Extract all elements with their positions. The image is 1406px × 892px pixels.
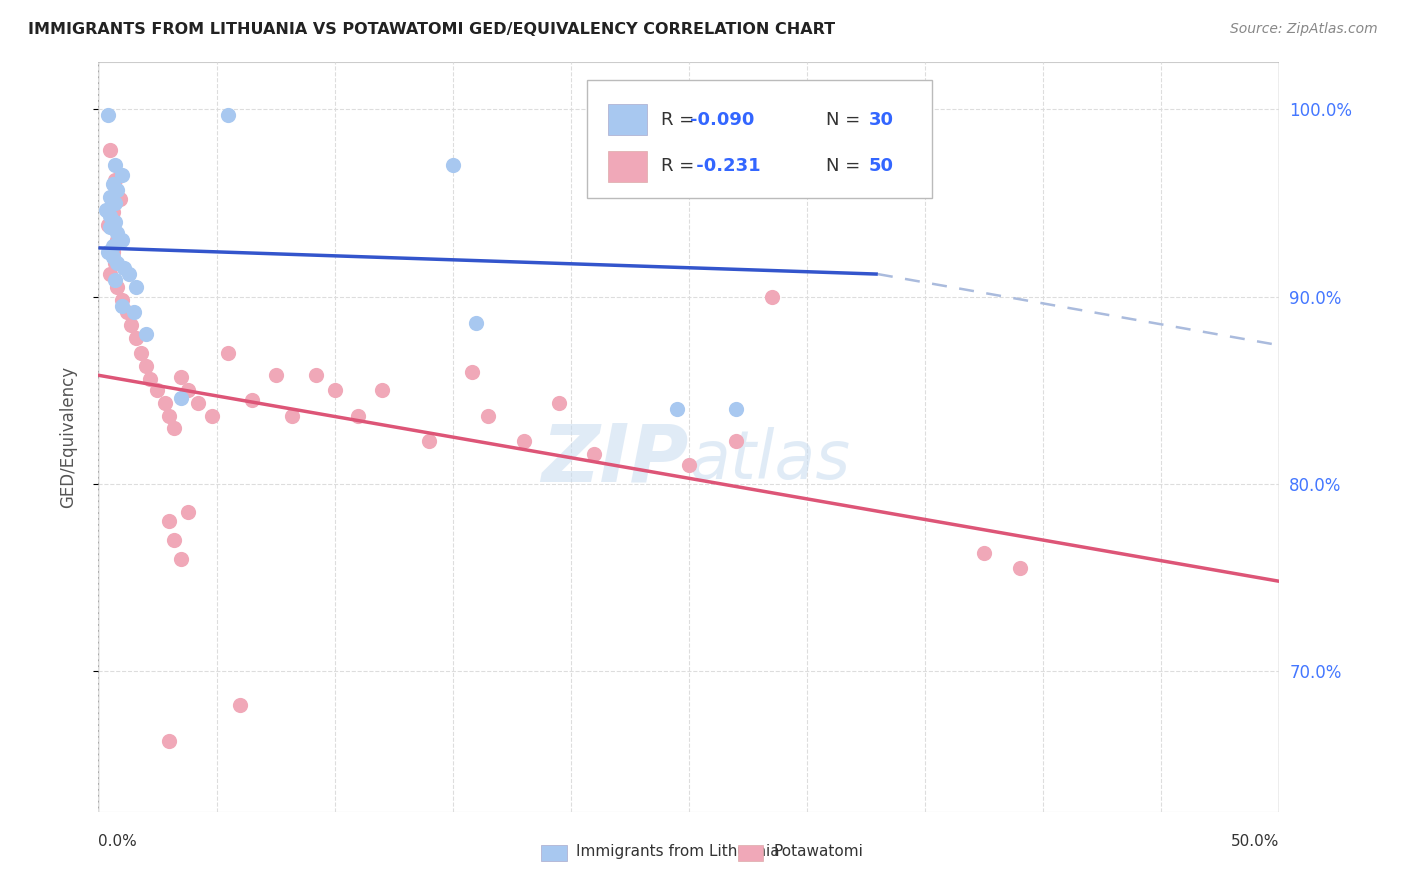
- Point: [418, 434, 440, 448]
- Point: [135, 326, 157, 341]
- Text: ZIP: ZIP: [541, 420, 689, 499]
- Point: [98, 220, 121, 235]
- Point: [111, 168, 134, 182]
- Point: [157, 514, 180, 528]
- Point: [101, 177, 124, 191]
- Text: Immigrants from Lithuania: Immigrants from Lithuania: [576, 845, 780, 859]
- Point: [512, 434, 534, 448]
- Point: [112, 261, 135, 276]
- Point: [170, 551, 193, 566]
- Point: [125, 331, 148, 345]
- Point: [973, 546, 995, 560]
- Point: [678, 458, 700, 472]
- Point: [323, 383, 346, 397]
- Point: [108, 192, 131, 206]
- Point: [725, 401, 748, 416]
- Point: [97, 244, 120, 259]
- Text: Potawatomi: Potawatomi: [773, 845, 863, 859]
- Point: [101, 250, 124, 264]
- Point: [111, 293, 134, 308]
- Point: [281, 409, 304, 424]
- Point: [104, 273, 127, 287]
- Point: [170, 370, 193, 384]
- Text: Source: ZipAtlas.com: Source: ZipAtlas.com: [1230, 22, 1378, 37]
- Point: [217, 345, 239, 359]
- Point: [548, 396, 571, 410]
- Text: 50.0%: 50.0%: [1232, 834, 1279, 849]
- Text: 0.0%: 0.0%: [98, 834, 138, 849]
- Point: [157, 409, 180, 424]
- Text: N =: N =: [825, 111, 866, 128]
- Text: R =: R =: [661, 111, 700, 128]
- Point: [217, 108, 239, 122]
- Point: [305, 368, 328, 383]
- Point: [121, 318, 143, 332]
- Point: [122, 304, 145, 318]
- Text: 30: 30: [869, 111, 894, 128]
- Point: [97, 108, 120, 122]
- Point: [139, 372, 162, 386]
- Point: [153, 396, 176, 410]
- Point: [201, 409, 224, 424]
- Point: [118, 267, 141, 281]
- Point: [460, 364, 482, 378]
- Point: [177, 383, 200, 397]
- Point: [115, 304, 138, 318]
- Point: [441, 158, 464, 172]
- Y-axis label: GED/Equivalency: GED/Equivalency: [59, 366, 77, 508]
- Point: [666, 401, 689, 416]
- Point: [135, 359, 157, 373]
- Text: N =: N =: [825, 157, 866, 176]
- Point: [725, 434, 748, 448]
- Point: [240, 392, 263, 407]
- Point: [170, 391, 193, 405]
- Point: [105, 183, 128, 197]
- Point: [129, 345, 152, 359]
- Point: [98, 144, 121, 158]
- Point: [98, 209, 121, 223]
- Point: [105, 233, 128, 247]
- Text: -0.090: -0.090: [690, 111, 755, 128]
- Point: [105, 256, 128, 270]
- Point: [98, 267, 121, 281]
- Point: [104, 256, 127, 270]
- Point: [761, 289, 783, 303]
- Point: [101, 239, 124, 253]
- Text: atlas: atlas: [689, 426, 851, 492]
- Point: [101, 244, 124, 259]
- Point: [163, 420, 186, 434]
- Point: [177, 505, 200, 519]
- Point: [94, 203, 117, 218]
- Point: [146, 383, 169, 397]
- Point: [101, 205, 124, 219]
- Point: [163, 533, 186, 547]
- Point: [104, 214, 127, 228]
- Point: [104, 158, 127, 172]
- Point: [104, 173, 127, 187]
- Point: [1008, 561, 1031, 575]
- Point: [371, 383, 394, 397]
- Text: IMMIGRANTS FROM LITHUANIA VS POTAWATOMI GED/EQUIVALENCY CORRELATION CHART: IMMIGRANTS FROM LITHUANIA VS POTAWATOMI …: [28, 22, 835, 37]
- Point: [111, 233, 134, 247]
- Point: [229, 698, 252, 712]
- Point: [583, 447, 606, 461]
- Point: [111, 299, 134, 313]
- Text: 50: 50: [869, 157, 894, 176]
- Point: [347, 409, 370, 424]
- Point: [465, 316, 488, 330]
- Text: -0.231: -0.231: [690, 157, 761, 176]
- Point: [477, 409, 499, 424]
- Point: [157, 733, 180, 747]
- Point: [97, 219, 120, 233]
- Point: [98, 190, 121, 204]
- Point: [187, 396, 209, 410]
- Text: R =: R =: [661, 157, 700, 176]
- Point: [264, 368, 287, 383]
- Point: [105, 280, 128, 294]
- Point: [105, 226, 128, 240]
- Point: [104, 195, 127, 210]
- Point: [125, 280, 148, 294]
